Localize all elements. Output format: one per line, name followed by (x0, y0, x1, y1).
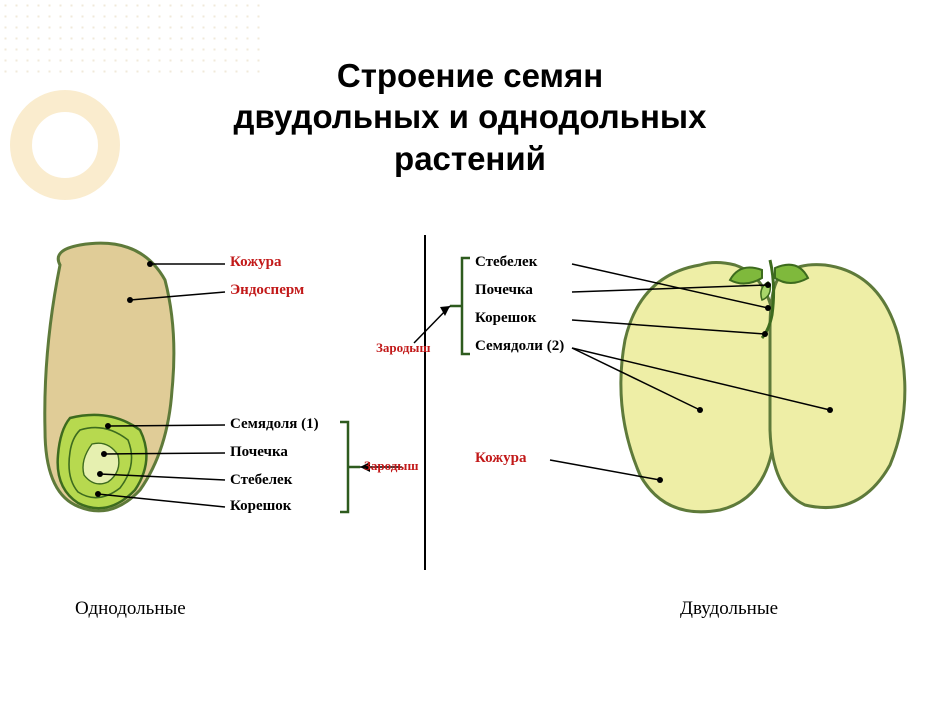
title-line-1: Строение семян (0, 55, 940, 96)
title-line-3: растений (0, 138, 940, 179)
caption-dicot: Двудольные (680, 598, 778, 620)
dicot-bracket (450, 258, 470, 354)
caption-monocot: Однодольные (75, 598, 186, 620)
label-embryo-monocot: Зародыш (364, 458, 418, 474)
page-title: Строение семян двудольных и однодольных … (0, 55, 940, 179)
label-mono-koreshok: Корешок (230, 498, 291, 515)
monocot-seed (45, 243, 225, 511)
label-embryo-dicot: Зародыш (376, 340, 430, 356)
monocot-bracket (340, 422, 360, 512)
label-di-kozhura: Кожура (475, 450, 526, 467)
title-line-2: двудольных и однодольных (0, 96, 940, 137)
dicot-seed (550, 260, 905, 512)
label-mono-semyadolya: Семядоля (1) (230, 416, 319, 433)
label-di-koreshok: Корешок (475, 310, 536, 327)
seed-diagram: Кожура Эндосперм Семядоля (1) Почечка Ст… (0, 230, 940, 650)
label-di-semyadoli: Семядоли (2) (475, 338, 564, 355)
label-mono-stebelek: Стебелек (230, 472, 292, 489)
label-di-pochechka: Почечка (475, 282, 533, 299)
label-di-stebelek: Стебелек (475, 254, 537, 271)
label-mono-kozhura: Кожура (230, 254, 281, 271)
label-mono-pochechka: Почечка (230, 444, 288, 461)
label-mono-endosperm: Эндосперм (230, 282, 304, 299)
diagram-svg (0, 230, 940, 650)
